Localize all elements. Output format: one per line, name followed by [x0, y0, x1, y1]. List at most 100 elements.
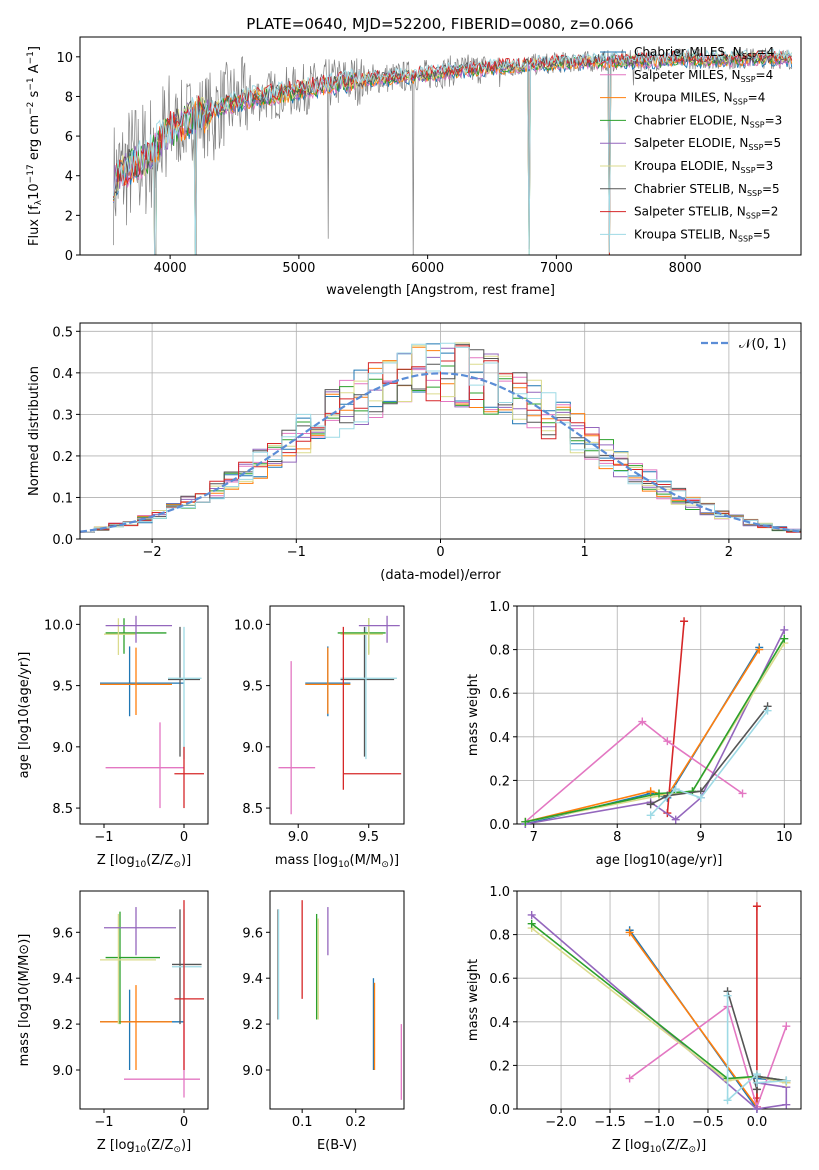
- weight-line: [525, 642, 785, 823]
- x-axis-label-part: 10: [135, 1145, 147, 1155]
- legend-label-text: Chabrier MILES, N: [634, 45, 742, 59]
- weight-marker: [625, 928, 634, 937]
- weight-marker: [625, 1074, 634, 1083]
- y-tick-label: 0.8: [489, 929, 510, 944]
- legend-label-value: =3: [765, 113, 783, 127]
- weight-marker: [521, 817, 530, 826]
- legend-label-sub: SSP: [750, 120, 765, 129]
- x-axis-label: mass [log10(M/M⊙)]: [275, 853, 399, 870]
- weight-marker: [755, 645, 764, 654]
- x-axis-label-part: 10: [338, 860, 350, 870]
- y-axis-label: mass weight: [466, 959, 481, 1041]
- weight-marker: [671, 815, 680, 824]
- y-tick-label: 9.0: [52, 741, 73, 756]
- model-spectrum-line: [113, 48, 793, 255]
- x-axis-label: wavelength [Angstrom, rest frame]: [326, 283, 555, 298]
- panel-age-vs-Z: −1 0 8.5 9.0 9.5 10.0 Z [log10(Z/Z⊙)] age [log1…: [17, 605, 209, 870]
- weight-marker: [752, 1105, 761, 1113]
- legend-label-text: Salpeter STELIB, N: [634, 205, 746, 219]
- x-tick-label: 7000: [540, 261, 573, 276]
- weight-marker: [782, 1076, 791, 1085]
- x-axis-label-part: )]: [181, 853, 191, 868]
- y-tick-label: 8: [65, 90, 73, 105]
- plot-area: [100, 615, 204, 809]
- figure-title: PLATE=0640, MJD=52200, FIBERID=0080, z=0…: [246, 15, 633, 33]
- panel-age-vs-mass: 9.0 9.5 8.5 9.0 9.5 10.0 mass [log10(M/M⊙)]: [234, 605, 405, 870]
- y-tick-label: 0.5: [52, 325, 73, 340]
- legend-label-value: =2: [761, 205, 779, 219]
- weight-marker: [646, 787, 655, 796]
- y-tick-label: 9.4: [52, 972, 73, 987]
- x-axis-label-part: (Z/Z: [146, 853, 173, 868]
- x-axis-label: E(B-V): [317, 1138, 357, 1153]
- y-tick-label: 0.6: [489, 972, 510, 987]
- plot-area: [80, 342, 801, 533]
- legend-label: Salpeter MILES, NSSP=4: [634, 68, 773, 84]
- plot-area: [277, 900, 402, 1100]
- x-axis-label: (data-model)/error: [380, 568, 501, 583]
- x-tick-label: −2: [143, 545, 162, 560]
- x-tick-label: 0: [180, 830, 188, 845]
- legend-label-text: Kroupa ELODIE, N: [634, 159, 741, 173]
- x-axis-label-part: )]: [696, 1138, 706, 1153]
- weight-marker: [723, 991, 732, 1000]
- plot-area: [113, 47, 793, 255]
- x-axis-label-part: Z [log: [97, 853, 135, 868]
- axes-frame: [79, 36, 802, 256]
- y-tick-label: 8.5: [242, 802, 263, 817]
- error-bar: [174, 746, 204, 809]
- y-axis-label-part: −1: [26, 77, 36, 90]
- weight-marker: [646, 800, 655, 809]
- legend-label-value: =4: [748, 91, 766, 105]
- axes-frame: [269, 890, 405, 1110]
- legend-label: Kroupa STELIB, NSSP=5: [634, 227, 771, 243]
- axes-frame: [79, 605, 209, 825]
- panel-residuals: −2 −1 0 1 2 0.0 0.1 0.2 0.3 0.4 0.5 (data-model)/er…: [27, 322, 802, 583]
- weight-marker: [738, 789, 747, 798]
- legend-label-text: Chabrier STELIB, N: [634, 182, 747, 196]
- x-tick-label: 8: [613, 830, 621, 845]
- y-tick-label: 0.1: [52, 491, 73, 506]
- histogram-step: [80, 342, 801, 533]
- weight-marker: [723, 1096, 732, 1105]
- x-tick-label: −1: [287, 545, 306, 560]
- weight-marker: [527, 919, 536, 928]
- error-bar: [105, 615, 172, 643]
- x-axis-label-part: ⊙: [173, 1145, 181, 1155]
- y-axis-label-part: Flux [f: [27, 205, 42, 246]
- y-tick-label: 0.0: [489, 818, 510, 833]
- x-tick-label: 5000: [282, 261, 315, 276]
- weight-line: [525, 638, 785, 823]
- weight-marker: [782, 1022, 791, 1031]
- x-tick-label: −0.5: [692, 1115, 724, 1130]
- x-tick-label: −2.0: [545, 1115, 577, 1130]
- x-tick-label: −1.5: [594, 1115, 626, 1130]
- x-axis-label-part: (Z/Z: [146, 1138, 173, 1153]
- error-bar: [105, 911, 160, 1025]
- y-tick-label: 1.0: [489, 600, 510, 615]
- legend-label-sub: SSP: [747, 189, 762, 198]
- histogram-step: [80, 345, 801, 533]
- y-tick-label: 0.2: [52, 450, 73, 465]
- x-axis-label: Z [log10(Z/Z⊙)]: [97, 853, 191, 870]
- y-tick-label: 2: [65, 209, 73, 224]
- legend-label: 𝒩(0, 1): [739, 337, 786, 352]
- weight-marker: [527, 910, 536, 919]
- legend-label: Chabrier ELODIE, NSSP=3: [634, 113, 782, 129]
- legend-label-value: =5: [762, 182, 780, 196]
- y-tick-label: 0.8: [489, 644, 510, 659]
- y-tick-label: 9.5: [52, 680, 73, 695]
- x-tick-label: 1: [581, 545, 589, 560]
- x-axis-label-part: Z [log: [612, 1138, 650, 1153]
- y-axis-label-part: A: [27, 64, 42, 77]
- x-axis-label-part: Z [log: [97, 1138, 135, 1153]
- y-tick-label: 0.2: [489, 774, 510, 789]
- panel-mass-vs-Z: −1 0 9.0 9.2 9.4 9.6 Z [log10(Z/Z⊙)] mass [log1…: [17, 890, 209, 1155]
- x-tick-label: 0: [180, 1115, 188, 1130]
- y-tick-label: 0.4: [489, 731, 510, 746]
- x-tick-label: 4000: [154, 261, 187, 276]
- x-axis-label-part: )]: [389, 853, 399, 868]
- weight-marker: [763, 706, 772, 715]
- y-axis-label-part: s: [27, 90, 42, 101]
- y-axis-label: age [log10(age/yr)]: [17, 652, 32, 779]
